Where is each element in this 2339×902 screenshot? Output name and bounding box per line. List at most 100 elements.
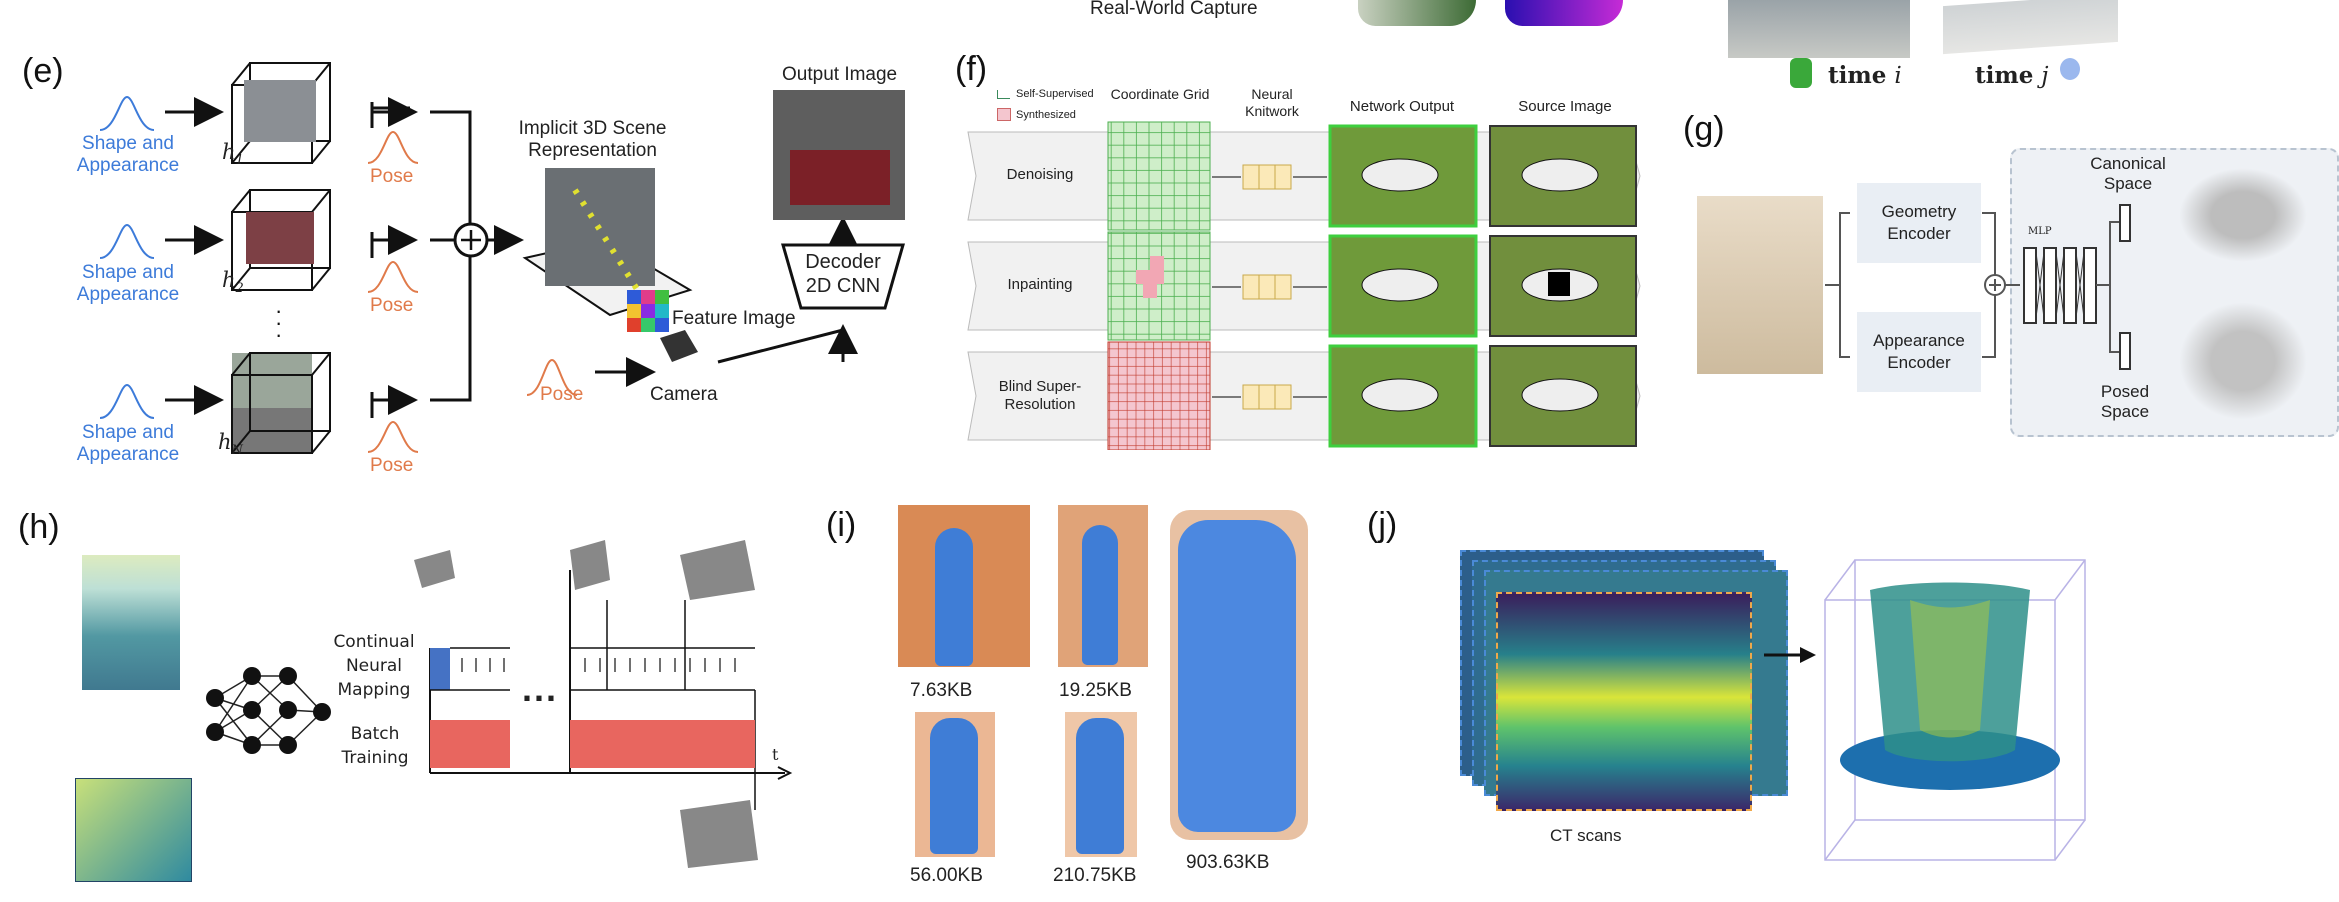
pose-tbar-1 — [370, 102, 410, 128]
ct-slice-front — [1496, 592, 1752, 811]
statue-2 — [1082, 525, 1118, 665]
shape-gaussian-3 — [99, 383, 155, 419]
svg-text:·: · — [275, 298, 282, 323]
h2-sub: 2 — [235, 281, 244, 297]
legend-synth-label: Synthesized — [1016, 109, 1076, 121]
volume-render — [1824, 559, 2086, 861]
col-neural-header: Neural Knitwork — [1245, 86, 1299, 119]
size-label-2: 19.25KB — [1059, 680, 1132, 701]
decoder-line-1: Decoder — [805, 251, 881, 273]
pose-gaussian-3 — [367, 420, 419, 453]
grid-inpainting — [1107, 231, 1211, 341]
input-photo — [1697, 196, 1823, 374]
statue-1 — [935, 528, 973, 666]
batch-bar-2 — [570, 720, 755, 768]
size-label-4: 56.00KB — [910, 865, 983, 886]
panel-g-label: (g) — [1683, 110, 1725, 148]
time-i-label: time — [1828, 62, 1887, 89]
panel-i-label: (i) — [826, 506, 857, 544]
pose-gaussian-2 — [367, 260, 419, 293]
feature-image-grid — [627, 290, 669, 332]
col-grid-header: Coordinate Grid — [1110, 86, 1210, 102]
scene-thumbnails — [414, 540, 758, 868]
source-images — [1489, 125, 1637, 447]
statue-3 — [1178, 520, 1296, 832]
time-j-label: time — [1975, 62, 2034, 89]
panel-e-label: (e) — [22, 52, 64, 90]
shape-gaussian-1 — [99, 95, 155, 131]
ray — [572, 188, 653, 312]
legend-self-swatch — [997, 90, 1010, 99]
shape-app-label-1: Shape and Appearance — [76, 133, 180, 176]
time-i-var: i — [1894, 63, 1902, 89]
green-figure-icon — [1790, 58, 1812, 88]
row-label-superres: Blind Super-Resolution — [998, 378, 1082, 413]
knit-blocks — [1242, 164, 1292, 410]
pose-label-2: Pose — [370, 295, 414, 316]
h1-sub: 1 — [235, 153, 244, 169]
zebra-bodies — [1361, 158, 1599, 412]
depth-frames-bottom — [75, 778, 192, 882]
panel-f-diagram — [967, 121, 1641, 450]
ellipsis-label: ... — [522, 668, 559, 709]
row-label-denoising: Denoising — [1006, 166, 1074, 183]
camera-pose-label: Pose — [540, 384, 584, 405]
shape-app-label-2: Shape and Appearance — [76, 262, 180, 305]
output-image-label: Output Image — [782, 64, 898, 85]
canonical-mesh-image — [2168, 160, 2318, 270]
neural-net-icon — [206, 667, 331, 754]
posed-head — [2119, 332, 2131, 370]
h2-label: h — [222, 268, 236, 292]
posed-space-label: Posed Space — [2100, 382, 2150, 421]
shape-app-label-3: Shape and Appearance — [76, 422, 180, 465]
camera-pose-gaussian — [526, 358, 578, 396]
panel-g-diagram — [1825, 204, 2131, 370]
shape-gaussian-2 — [99, 223, 155, 259]
pose-label-3: Pose — [370, 455, 414, 476]
decoder-label: Decoder 2D CNN — [783, 250, 903, 298]
grid-superres — [1107, 341, 1211, 450]
size-label-5: 210.75KB — [1053, 865, 1137, 886]
panel-f-label: (f) — [955, 50, 988, 88]
batch-bar-1 — [430, 720, 510, 768]
feature-image-label: Feature Image — [672, 308, 796, 329]
grid-denoising — [1107, 121, 1211, 231]
batch-training-label: Batch Training — [341, 724, 409, 768]
cube-3 — [231, 352, 331, 454]
time-j-var: j — [2041, 63, 2049, 89]
canonical-space-label: Canonical Space — [2090, 154, 2166, 193]
legend-self-label: Self-Supervised — [1016, 88, 1094, 100]
camera-icon — [660, 330, 698, 362]
pose-label-1: Pose — [370, 166, 414, 187]
panel-e-diagram: · · · — [99, 62, 905, 454]
size-label-1: 7.63KB — [910, 680, 973, 701]
depth-frames-top — [82, 555, 180, 690]
mlp-layers — [2023, 247, 2097, 324]
h1-label: h — [222, 140, 236, 164]
statue-4 — [930, 718, 978, 854]
frame-time-j — [1943, 0, 2118, 55]
inpaint-mask — [1548, 272, 1570, 296]
pose-gaussian-1 — [367, 130, 419, 164]
continual-mapping-label: Continual Neural Mapping — [333, 632, 415, 700]
posed-mesh-image — [2168, 292, 2318, 430]
frame-time-i — [1728, 0, 1910, 58]
panel-j-label: (j) — [1367, 506, 1398, 544]
mlp-label: MLP — [2028, 226, 2052, 237]
ct-scans-label: CT scans — [1550, 826, 1622, 845]
decoder-line-2: 2D CNN — [805, 275, 881, 297]
mapping-start-bar — [430, 648, 450, 690]
hN-sub: N — [231, 443, 243, 459]
svg-text:·: · — [275, 310, 282, 335]
svg-text:·: · — [275, 322, 282, 347]
car-image-1 — [244, 80, 316, 142]
depth-scan-image — [1505, 0, 1623, 26]
panel-h-label: (h) — [18, 508, 60, 546]
row-label-inpainting: Inpainting — [1007, 276, 1073, 293]
scene-label: Implicit 3D Scene Representation — [518, 118, 667, 161]
realworld-caption: Real-World Capture — [1090, 0, 1258, 19]
canonical-head — [2119, 204, 2131, 242]
appearance-encoder-box: Appearance Encoder — [1857, 312, 1981, 392]
col-output-header: Network Output — [1349, 98, 1455, 115]
blue-figure-icon — [2060, 58, 2080, 80]
